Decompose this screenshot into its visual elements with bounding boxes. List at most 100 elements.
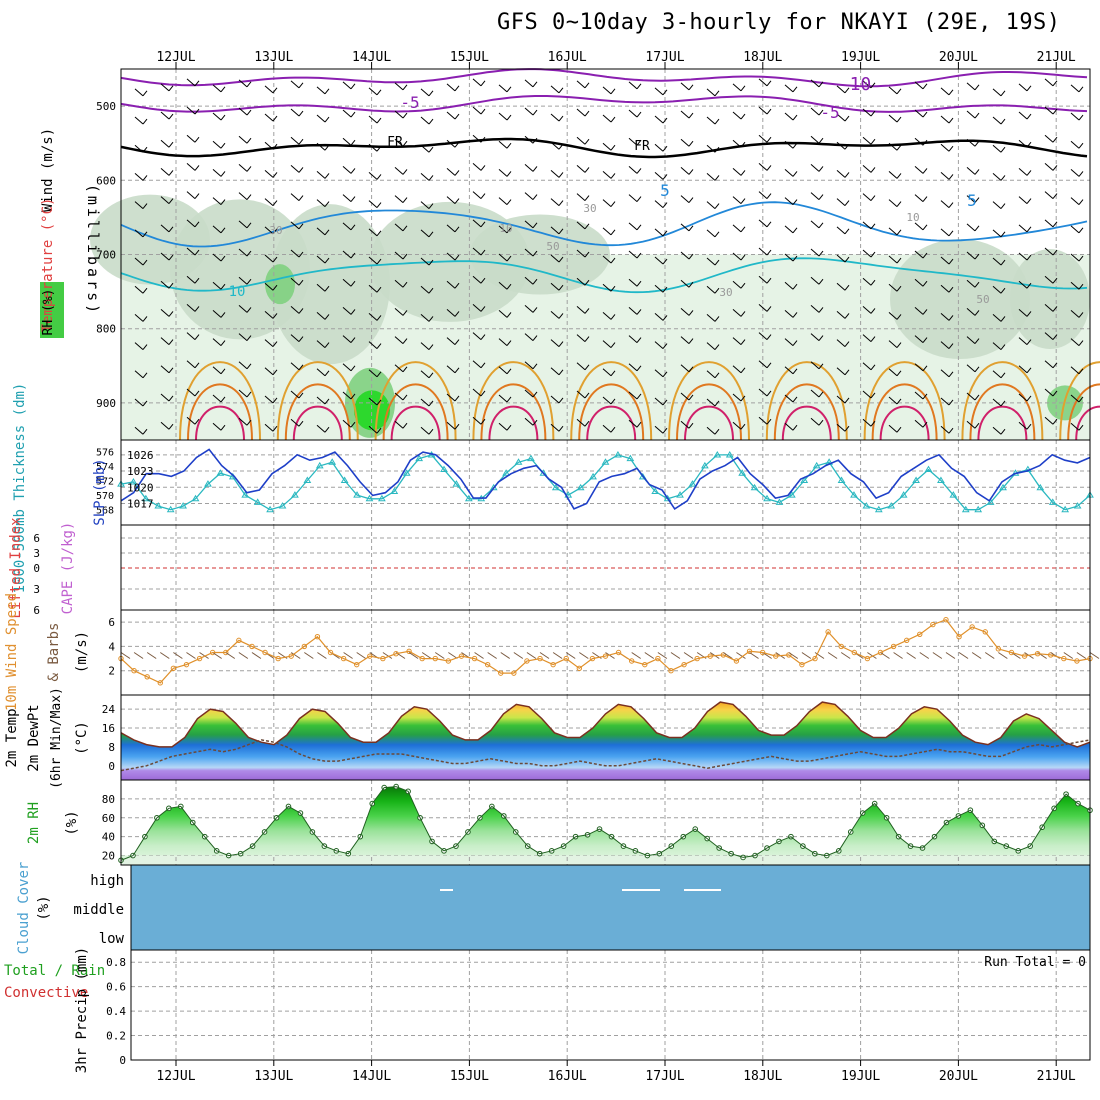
upper-wind-barb-flag bbox=[376, 371, 382, 378]
upper-wind-barb bbox=[316, 368, 326, 377]
surface-wind-barb bbox=[356, 652, 366, 659]
upper-wind-barb-flag bbox=[142, 344, 148, 350]
rh2m-series bbox=[120, 786, 1091, 861]
upper-wind-barb bbox=[602, 424, 612, 433]
upper-wind-barb-flag bbox=[454, 367, 460, 374]
wind-speed-point bbox=[236, 637, 242, 644]
temp-arch-contour bbox=[1075, 405, 1100, 441]
upper-wind-barb-flag bbox=[740, 311, 746, 317]
upper-wind-barb bbox=[1044, 78, 1054, 87]
upper-wind-barb-flag bbox=[376, 202, 382, 208]
upper-wind-barb-flag bbox=[584, 364, 590, 371]
upper-wind-barb bbox=[420, 398, 430, 407]
upper-wind-barb-flag bbox=[298, 420, 304, 427]
upper-wind-barb bbox=[264, 141, 274, 150]
upper-wind-barb-flag bbox=[896, 370, 902, 377]
upper-wind-barb bbox=[472, 78, 482, 87]
surface-wind-barb bbox=[984, 652, 995, 659]
date-label-bottom: 13JUL bbox=[254, 1069, 293, 1084]
upper-wind-barb-flag bbox=[246, 335, 252, 341]
surface-wind-barb bbox=[304, 652, 314, 659]
upper-wind-barb-flag bbox=[766, 221, 772, 228]
thickness-marker bbox=[440, 465, 448, 473]
upper-wind-barb-flag bbox=[636, 252, 642, 259]
upper-wind-barb-flag bbox=[1052, 221, 1058, 228]
upper-wind-barb bbox=[290, 390, 300, 399]
upper-wind-barb bbox=[498, 197, 508, 206]
upper-wind-barb-flag bbox=[298, 82, 304, 89]
upper-wind-barb-flag bbox=[350, 111, 356, 118]
cloud-cover-label: Cloud Cover bbox=[16, 862, 32, 955]
precip-tick: 0.6 bbox=[106, 981, 126, 994]
upper-wind-barb-flag bbox=[532, 194, 538, 200]
upper-wind-barb-flag bbox=[818, 335, 824, 341]
upper-wind-barb-flag bbox=[558, 228, 564, 235]
upper-wind-barb-flag bbox=[792, 340, 798, 346]
upper-wind-barb-flag bbox=[870, 251, 876, 258]
upper-wind-barb-flag bbox=[1000, 231, 1006, 238]
upper-wind-barb-flag bbox=[194, 418, 200, 425]
upper-wind-barb bbox=[316, 396, 326, 405]
upper-wind-barb bbox=[550, 339, 560, 347]
upper-wind-barb-flag bbox=[1026, 198, 1032, 204]
surface-wind-barb bbox=[919, 652, 930, 659]
surface-wind-barb bbox=[644, 652, 655, 659]
upper-wind-barb-flag bbox=[636, 168, 642, 174]
upper-wind-barb-flag bbox=[532, 335, 538, 341]
temp-arch-contour bbox=[390, 405, 441, 441]
upper-wind-barb-flag bbox=[740, 395, 746, 402]
upper-wind-barb-flag bbox=[1026, 339, 1032, 345]
upper-wind-barb-flag bbox=[376, 89, 382, 96]
upper-wind-barb-flag bbox=[818, 222, 824, 229]
upper-wind-barb-flag bbox=[974, 394, 980, 401]
thickness-marker bbox=[750, 483, 759, 491]
upper-wind-barb bbox=[914, 391, 924, 400]
upper-wind-barb bbox=[758, 106, 768, 115]
upper-wind-barb-flag bbox=[844, 87, 850, 94]
contour-label: FR bbox=[634, 139, 650, 154]
date-label-bottom: 18JUL bbox=[743, 1069, 782, 1084]
date-label-bottom: 14JUL bbox=[352, 1069, 391, 1084]
upper-wind-barb-flag bbox=[688, 169, 694, 175]
upper-wind-barb bbox=[992, 314, 1002, 322]
upper-wind-barb-flag bbox=[766, 249, 772, 256]
upper-wind-barb bbox=[966, 251, 976, 260]
upper-wind-barb bbox=[862, 249, 872, 258]
upper-wind-barb bbox=[992, 229, 1002, 238]
upper-wind-barb bbox=[680, 308, 690, 316]
upper-wind-barb bbox=[550, 282, 560, 291]
wind-speed-point bbox=[354, 661, 360, 668]
upper-wind-barb-flag bbox=[584, 167, 590, 173]
upper-wind-barb bbox=[1044, 416, 1054, 425]
upper-wind-barb-flag bbox=[480, 334, 486, 340]
upper-wind-barb bbox=[1018, 337, 1028, 345]
upper-wind-barb-flag bbox=[1026, 367, 1032, 374]
upper-wind-barb bbox=[940, 172, 950, 180]
upper-wind-barb-flag bbox=[194, 249, 200, 256]
upper-wind-barb bbox=[680, 82, 690, 91]
upper-wind-barb-flag bbox=[792, 368, 798, 375]
surface-wind-barb bbox=[212, 652, 222, 659]
upper-wind-barb-flag bbox=[974, 169, 980, 175]
upper-wind-barb-flag bbox=[948, 343, 954, 349]
upper-wind-barb-flag bbox=[376, 343, 382, 349]
upper-wind-barb-flag bbox=[1000, 372, 1006, 379]
upper-wind-barb bbox=[914, 419, 924, 428]
upper-wind-barb bbox=[1018, 309, 1028, 317]
upper-wind-barb bbox=[940, 369, 950, 378]
precip-tick: 0.8 bbox=[106, 956, 126, 969]
upper-wind-barb-flag bbox=[194, 221, 200, 228]
upper-wind-barb bbox=[368, 397, 378, 406]
upper-wind-barb-flag bbox=[246, 166, 252, 172]
upper-wind-barb bbox=[966, 364, 976, 373]
surface-wind-barb bbox=[251, 652, 262, 659]
upper-wind-barb-flag bbox=[922, 365, 928, 372]
upper-wind-barb bbox=[134, 173, 144, 181]
upper-wind-barb bbox=[654, 397, 664, 406]
upper-wind-barb bbox=[888, 283, 898, 292]
surface-wind-barb bbox=[290, 652, 301, 659]
upper-wind-barb-flag bbox=[714, 428, 720, 435]
upper-wind-barb-flag bbox=[662, 258, 668, 265]
upper-wind-barb-flag bbox=[662, 230, 668, 237]
surface-wind-barb bbox=[552, 652, 563, 659]
